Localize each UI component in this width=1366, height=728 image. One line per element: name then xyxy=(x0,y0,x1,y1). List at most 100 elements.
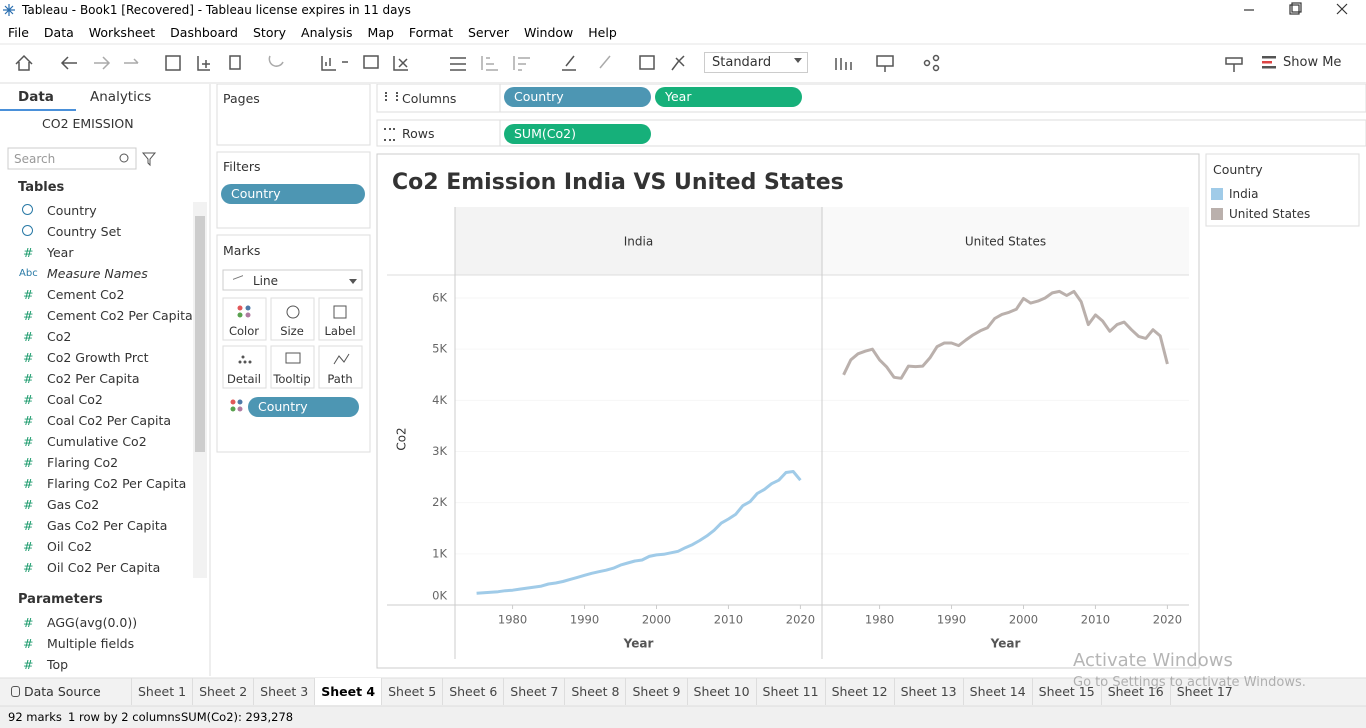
sheet-tab[interactable]: Sheet 4 xyxy=(314,678,382,705)
sheet-tab[interactable]: Sheet 3 xyxy=(253,678,314,705)
sheet-tab[interactable]: Sheet 8 xyxy=(564,678,625,705)
fit-dropdown[interactable] xyxy=(704,52,808,73)
field[interactable]: Country xyxy=(47,203,97,218)
x-tick-label: 2010 xyxy=(1081,613,1110,627)
menu-item[interactable]: File xyxy=(8,25,29,40)
mark-button[interactable]: Color xyxy=(228,324,260,338)
search-box[interactable]: Search xyxy=(14,152,56,166)
menu-item[interactable]: Dashboard xyxy=(170,25,238,40)
sheet-tab[interactable]: Sheet 16 xyxy=(1100,678,1170,705)
field[interactable]: Oil Co2 Per Capita xyxy=(47,560,161,575)
field[interactable]: Gas Co2 Per Capita xyxy=(47,518,168,533)
sheet-tab[interactable]: Sheet 1 xyxy=(131,678,192,705)
x-tick-label: 1990 xyxy=(937,613,966,627)
y-axis-title: Co2 xyxy=(395,427,409,450)
field[interactable]: Oil Co2 xyxy=(47,539,93,554)
parameter[interactable]: Top xyxy=(47,657,69,672)
menu-item[interactable]: Analysis xyxy=(301,25,353,40)
sheet-tab[interactable]: Sheet 11 xyxy=(755,678,825,705)
y-tick-label: 2K xyxy=(432,495,447,509)
field[interactable]: Coal Co2 Per Capita xyxy=(47,413,172,428)
show-me-button[interactable]: Show Me xyxy=(1283,55,1342,70)
field[interactable]: Cumulative Co2 xyxy=(47,434,147,449)
y-tick-label: 1K xyxy=(432,546,447,560)
field-icon: # xyxy=(23,560,34,575)
menu-item[interactable]: Server xyxy=(467,25,509,40)
legend-entry[interactable]: United States xyxy=(1229,207,1311,221)
menu-item[interactable]: Data xyxy=(43,25,74,40)
shelf-icon xyxy=(385,92,398,101)
x-tick-label: 1980 xyxy=(498,613,527,627)
field[interactable]: Flaring Co2 Per Capita xyxy=(47,476,187,491)
field[interactable]: Gas Co2 xyxy=(47,497,100,512)
field-icon: # xyxy=(23,636,34,651)
mark-button[interactable]: Path xyxy=(327,372,353,386)
field[interactable]: Cement Co2 xyxy=(47,287,125,302)
facet-header xyxy=(822,207,1189,275)
field-icon: # xyxy=(23,455,34,470)
field[interactable]: Cement Co2 Per Capita xyxy=(47,308,193,323)
y-tick-label: 6K xyxy=(432,291,447,305)
field[interactable]: Co2 xyxy=(47,329,72,344)
chart-title: Co2 Emission India VS United States xyxy=(392,170,844,195)
filter-pill[interactable]: Country xyxy=(221,184,365,204)
field-icon: # xyxy=(23,245,34,260)
row-pill[interactable]: SUM(Co2) xyxy=(504,124,651,144)
columns-shelf-label: Columns xyxy=(402,91,457,106)
field-icon: # xyxy=(23,657,34,672)
y-tick-label: 4K xyxy=(432,393,447,407)
field[interactable]: Measure Names xyxy=(47,266,148,281)
y-tick-label: 3K xyxy=(432,444,447,458)
field[interactable]: Flaring Co2 xyxy=(47,455,119,470)
data-source-tab[interactable]: Data Source xyxy=(24,684,101,699)
mark-button[interactable]: Tooltip xyxy=(273,372,311,386)
sheet-tab[interactable]: Sheet 2 xyxy=(192,678,253,705)
menu-item[interactable]: Worksheet xyxy=(88,25,156,40)
mark-type-dropdown[interactable]: Line xyxy=(253,274,279,288)
sheet-tab[interactable]: Sheet 13 xyxy=(893,678,963,705)
field[interactable]: Country Set xyxy=(47,224,122,239)
facet-header-label: India xyxy=(624,235,653,249)
sheet-tab[interactable]: Sheet 17 xyxy=(1169,678,1239,705)
x-tick-label: 1980 xyxy=(865,613,894,627)
column-pill[interactable]: Year xyxy=(655,87,802,107)
field-icon: # xyxy=(23,518,34,533)
field-icon: # xyxy=(23,434,34,449)
parameters-heading: Parameters xyxy=(18,592,103,607)
sheet-tab[interactable]: Sheet 5 xyxy=(381,678,442,705)
mark-button[interactable]: Detail xyxy=(227,372,261,386)
legend-swatch xyxy=(1211,208,1223,220)
field[interactable]: Year xyxy=(47,245,74,260)
field[interactable]: Co2 Per Capita xyxy=(47,371,140,386)
sheet-tab[interactable]: Sheet 14 xyxy=(962,678,1032,705)
menu-item[interactable]: Format xyxy=(408,25,453,40)
shelf-icon xyxy=(384,128,395,141)
field-icon: # xyxy=(23,413,34,428)
mark-button[interactable]: Size xyxy=(280,324,304,338)
menu-item[interactable]: Window xyxy=(523,25,574,40)
sheet-tab[interactable]: Sheet 10 xyxy=(686,678,756,705)
menu-item[interactable]: Map xyxy=(367,25,394,40)
sheet-tab[interactable]: Sheet 15 xyxy=(1031,678,1101,705)
column-pill[interactable]: Country xyxy=(504,87,651,107)
field[interactable]: Coal Co2 xyxy=(47,392,103,407)
mark-type-caret xyxy=(349,279,357,288)
mark-button[interactable]: Label xyxy=(324,324,356,338)
window-title: Tableau - Book1 [Recovered] - Tableau li… xyxy=(22,3,411,17)
sheet-tab[interactable]: Sheet 7 xyxy=(503,678,564,705)
data-tab[interactable]: Data xyxy=(18,89,54,105)
marks-pill[interactable]: Country xyxy=(248,397,359,417)
legend-swatch xyxy=(1211,188,1223,200)
chart: Co2 Emission India VS United States Co2 0K… xyxy=(387,170,1189,659)
menu-item[interactable]: Story xyxy=(252,25,287,40)
sheet-tab[interactable]: Sheet 9 xyxy=(625,678,686,705)
sheet-tab[interactable]: Sheet 12 xyxy=(824,678,894,705)
menu-item[interactable]: Help xyxy=(588,25,617,40)
sheet-tab[interactable]: Sheet 6 xyxy=(442,678,503,705)
field[interactable]: Co2 Growth Prct xyxy=(47,350,149,365)
fit-label: Standard xyxy=(712,55,772,70)
analytics-tab[interactable]: Analytics xyxy=(90,89,152,105)
parameter[interactable]: AGG(avg(0.0)) xyxy=(47,615,138,630)
legend-entry[interactable]: India xyxy=(1229,187,1259,201)
parameter[interactable]: Multiple fields xyxy=(47,636,135,651)
